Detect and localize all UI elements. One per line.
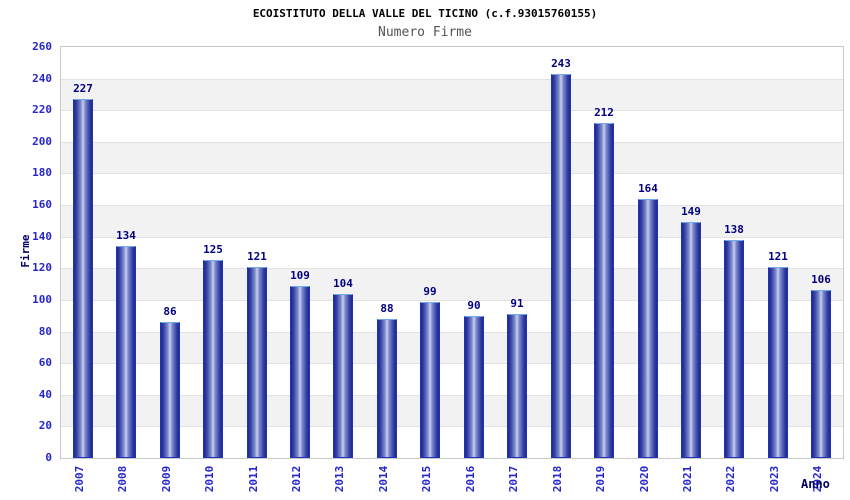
- plot-band: [61, 110, 843, 142]
- plot-band: [61, 173, 843, 206]
- chart-subtitle: Numero Firme: [378, 25, 472, 40]
- y-tick-label: 160: [32, 198, 52, 211]
- bar-2008: [116, 246, 136, 458]
- gridline: [61, 237, 843, 238]
- x-tick-label: 2010: [203, 465, 216, 493]
- bar-value-label: 106: [811, 273, 831, 286]
- y-tick-label: 120: [32, 261, 52, 274]
- plot-band: [61, 205, 843, 237]
- gridline: [61, 300, 843, 301]
- bar-value-label: 88: [380, 302, 394, 315]
- y-tick-label: 80: [38, 325, 52, 338]
- bar-value-label: 125: [203, 243, 223, 256]
- y-tick-label: 220: [32, 103, 52, 116]
- bar-2007: [73, 99, 93, 458]
- gridline: [61, 142, 843, 143]
- x-tick-label: 2011: [247, 465, 260, 493]
- bar-value-label: 149: [681, 205, 701, 218]
- x-tick-label: 2014: [377, 465, 390, 493]
- bar-2019: [594, 123, 614, 458]
- bar-2021: [681, 222, 701, 458]
- plot-band: [61, 331, 843, 364]
- gridline: [61, 205, 843, 206]
- gridline: [61, 363, 843, 364]
- x-tick-label: 2016: [464, 465, 477, 493]
- bar-2023: [768, 267, 788, 458]
- plot-band: [61, 363, 843, 395]
- bar-value-label: 104: [333, 277, 353, 290]
- gridline: [61, 426, 843, 427]
- y-tick-label: 180: [32, 166, 52, 179]
- x-tick-label: 2009: [160, 465, 173, 493]
- bar-value-label: 86: [163, 305, 177, 318]
- bar-2018: [551, 74, 571, 458]
- x-tick-label: 2019: [594, 465, 607, 493]
- bar-value-label: 99: [423, 285, 437, 298]
- x-tick-label: 2021: [681, 465, 694, 493]
- bar-value-label: 121: [768, 250, 788, 263]
- bar-value-label: 243: [551, 57, 571, 70]
- bar-2015: [420, 302, 440, 458]
- plot-band: [61, 394, 843, 427]
- x-axis-title: Anno: [801, 477, 830, 491]
- gridline: [61, 110, 843, 111]
- plot-band: [61, 426, 843, 458]
- bar-2017: [507, 314, 527, 458]
- bar-value-label: 90: [467, 299, 481, 312]
- x-tick-label: 2018: [551, 465, 564, 493]
- bar-2016: [464, 316, 484, 458]
- x-tick-label: 2022: [724, 465, 737, 493]
- bar-value-label: 138: [724, 223, 744, 236]
- bar-2011: [247, 267, 267, 458]
- bar-2022: [724, 240, 744, 458]
- gridline: [61, 395, 843, 396]
- x-tick-label: 2008: [116, 465, 129, 493]
- bar-value-label: 164: [638, 182, 658, 195]
- gridline: [61, 79, 843, 80]
- bar-2024: [811, 290, 831, 458]
- y-tick-label: 0: [45, 451, 52, 464]
- bar-2009: [160, 322, 180, 458]
- bar-2013: [333, 294, 353, 458]
- plot-band: [61, 78, 843, 111]
- y-tick-label: 20: [38, 419, 52, 432]
- bar-value-label: 134: [116, 229, 136, 242]
- bar-value-label: 212: [594, 106, 614, 119]
- y-axis-title: Firme: [19, 234, 32, 268]
- bar-2014: [377, 319, 397, 458]
- plot-band: [61, 268, 843, 300]
- bar-value-label: 91: [510, 297, 524, 310]
- x-tick-label: 2007: [73, 465, 86, 493]
- x-tick-label: 2013: [333, 465, 346, 493]
- plot-band: [61, 236, 843, 269]
- y-tick-label: 60: [38, 356, 52, 369]
- plot-area: 227 134 86 125 121 109 104 88 99 90 91 243 212 164 149…: [60, 46, 844, 459]
- plot-band: [61, 299, 843, 332]
- plot-band: [61, 47, 843, 79]
- plot-band: [61, 141, 843, 174]
- bar-value-label: 227: [73, 82, 93, 95]
- bar-value-label: 109: [290, 269, 310, 282]
- x-tick-label: 2017: [507, 465, 520, 493]
- x-tick-label: 2023: [768, 465, 781, 493]
- bar-value-label: 121: [247, 250, 267, 263]
- bar-2010: [203, 260, 223, 458]
- x-tick-label: 2012: [290, 465, 303, 493]
- bar-2012: [290, 286, 310, 458]
- y-tick-label: 140: [32, 230, 52, 243]
- y-tick-label: 240: [32, 72, 52, 85]
- gridline: [61, 332, 843, 333]
- x-tick-label: 2020: [638, 465, 651, 493]
- gridline: [61, 268, 843, 269]
- bar-2020: [638, 199, 658, 458]
- x-tick-label: 2015: [420, 465, 433, 493]
- y-tick-label: 260: [32, 40, 52, 53]
- chart-title: ECOISTITUTO DELLA VALLE DEL TICINO (c.f.…: [252, 7, 598, 20]
- gridline: [61, 173, 843, 174]
- y-tick-label: 200: [32, 135, 52, 148]
- y-tick-label: 40: [38, 388, 52, 401]
- y-tick-label: 100: [32, 293, 52, 306]
